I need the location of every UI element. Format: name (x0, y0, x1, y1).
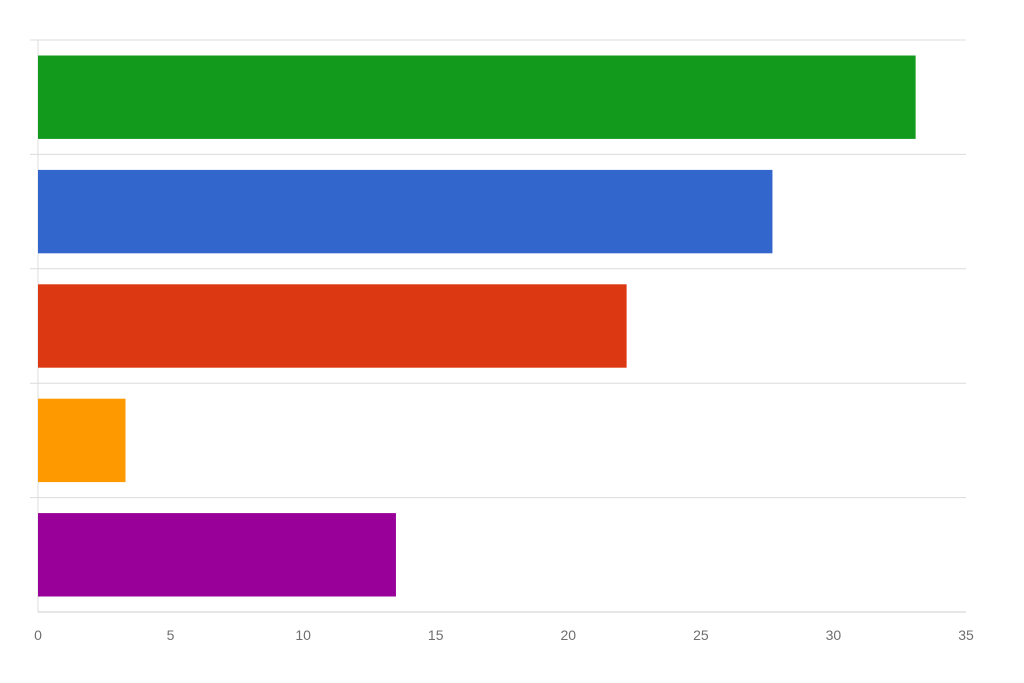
grid (30, 39, 966, 612)
x-tick-label: 20 (560, 627, 576, 643)
x-tick-label: 10 (295, 627, 311, 643)
bar (38, 284, 627, 368)
x-tick-label: 5 (167, 627, 175, 643)
x-tick-label: 30 (826, 627, 842, 643)
x-tick-label: 0 (34, 627, 42, 643)
bar (38, 398, 126, 483)
x-axis-ticks: 0 5 10 15 20 25 30 35 (34, 627, 974, 643)
x-tick-label: 15 (428, 627, 444, 643)
x-tick-label: 25 (693, 627, 709, 643)
x-tick-label: 35 (958, 627, 974, 643)
bars (38, 55, 916, 597)
bar (38, 513, 396, 597)
bar (38, 55, 916, 139)
bar (38, 169, 773, 254)
